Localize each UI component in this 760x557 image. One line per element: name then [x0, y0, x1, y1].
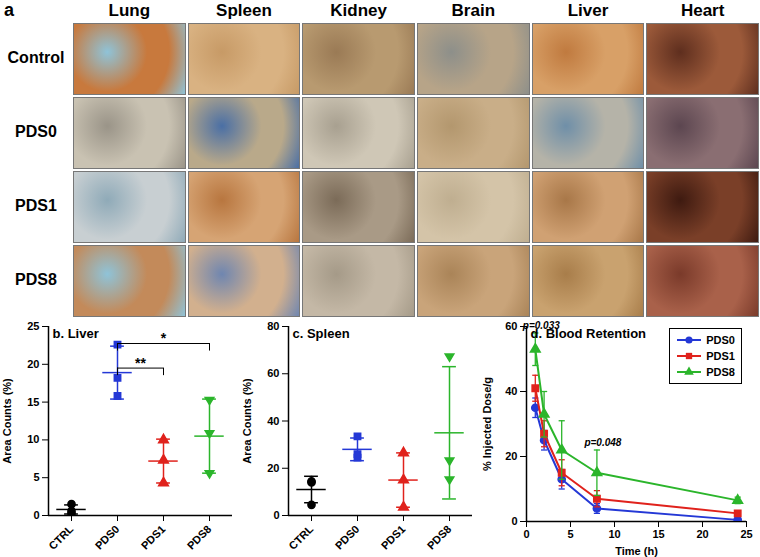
svg-text:d. Blood Retention: d. Blood Retention	[531, 326, 647, 341]
svg-text:Area Counts (%): Area Counts (%)	[1, 378, 13, 464]
svg-text:40: 40	[267, 415, 279, 427]
svg-text:80: 80	[267, 320, 279, 332]
svg-text:0: 0	[33, 509, 39, 521]
svg-text:20: 20	[27, 358, 39, 370]
svg-text:% Injected Dose/g: % Injected Dose/g	[481, 377, 493, 471]
html-text:Heart: Heart	[680, 1, 725, 20]
svg-text:PDS8: PDS8	[425, 523, 454, 552]
html-text:Kidney: Kidney	[330, 1, 387, 20]
svg-text:20: 20	[696, 528, 708, 540]
svg-text:25: 25	[740, 528, 752, 540]
svg-text:p=0.048: p=0.048	[583, 437, 621, 448]
svg-text:15: 15	[27, 396, 39, 408]
svg-text:0: 0	[511, 515, 517, 527]
svg-text:Time (h): Time (h)	[615, 545, 658, 557]
svg-text:20: 20	[267, 462, 279, 474]
html-text:a: a	[4, 0, 14, 20]
svg-text:PDS8: PDS8	[185, 523, 214, 552]
svg-text:PDS0: PDS0	[93, 523, 122, 552]
html-text:PDS1: PDS1	[15, 197, 57, 214]
svg-text:PDS0: PDS0	[333, 523, 362, 552]
html-text:PDS0: PDS0	[706, 334, 735, 346]
svg-text:PDS1: PDS1	[379, 523, 408, 552]
svg-text:10: 10	[27, 433, 39, 445]
svg-text:PDS1: PDS1	[139, 523, 168, 552]
html-text:Brain: Brain	[451, 1, 496, 20]
svg-text:CTRL: CTRL	[46, 523, 75, 552]
html-text:PDS8: PDS8	[15, 271, 57, 288]
svg-text:**: **	[135, 355, 146, 371]
html-text:PDS1: PDS1	[706, 350, 735, 362]
html-text:PDS8: PDS8	[706, 366, 735, 378]
svg-text:Area Counts (%): Area Counts (%)	[241, 378, 253, 464]
svg-text:15: 15	[652, 528, 664, 540]
svg-text:5: 5	[33, 471, 39, 483]
svg-text:CTRL: CTRL	[286, 523, 315, 552]
svg-text:60: 60	[267, 367, 279, 379]
html-text:Liver: Liver	[567, 1, 609, 20]
svg-text:25: 25	[27, 320, 39, 332]
html-text:Spleen: Spleen	[216, 1, 272, 20]
svg-text:10: 10	[608, 528, 620, 540]
html-text:Control: Control	[7, 49, 65, 66]
svg-text:0: 0	[273, 509, 279, 521]
svg-text:c. Spleen: c. Spleen	[293, 326, 350, 341]
svg-text:5: 5	[567, 528, 573, 540]
svg-text:60: 60	[505, 320, 517, 332]
svg-text:*: *	[161, 330, 167, 346]
svg-text:40: 40	[505, 385, 517, 397]
svg-text:b. Liver: b. Liver	[53, 326, 99, 341]
html-text:Lung: Lung	[108, 1, 151, 20]
svg-text:20: 20	[505, 450, 517, 462]
svg-text:0: 0	[523, 528, 529, 540]
html-text:PDS0: PDS0	[15, 123, 57, 140]
